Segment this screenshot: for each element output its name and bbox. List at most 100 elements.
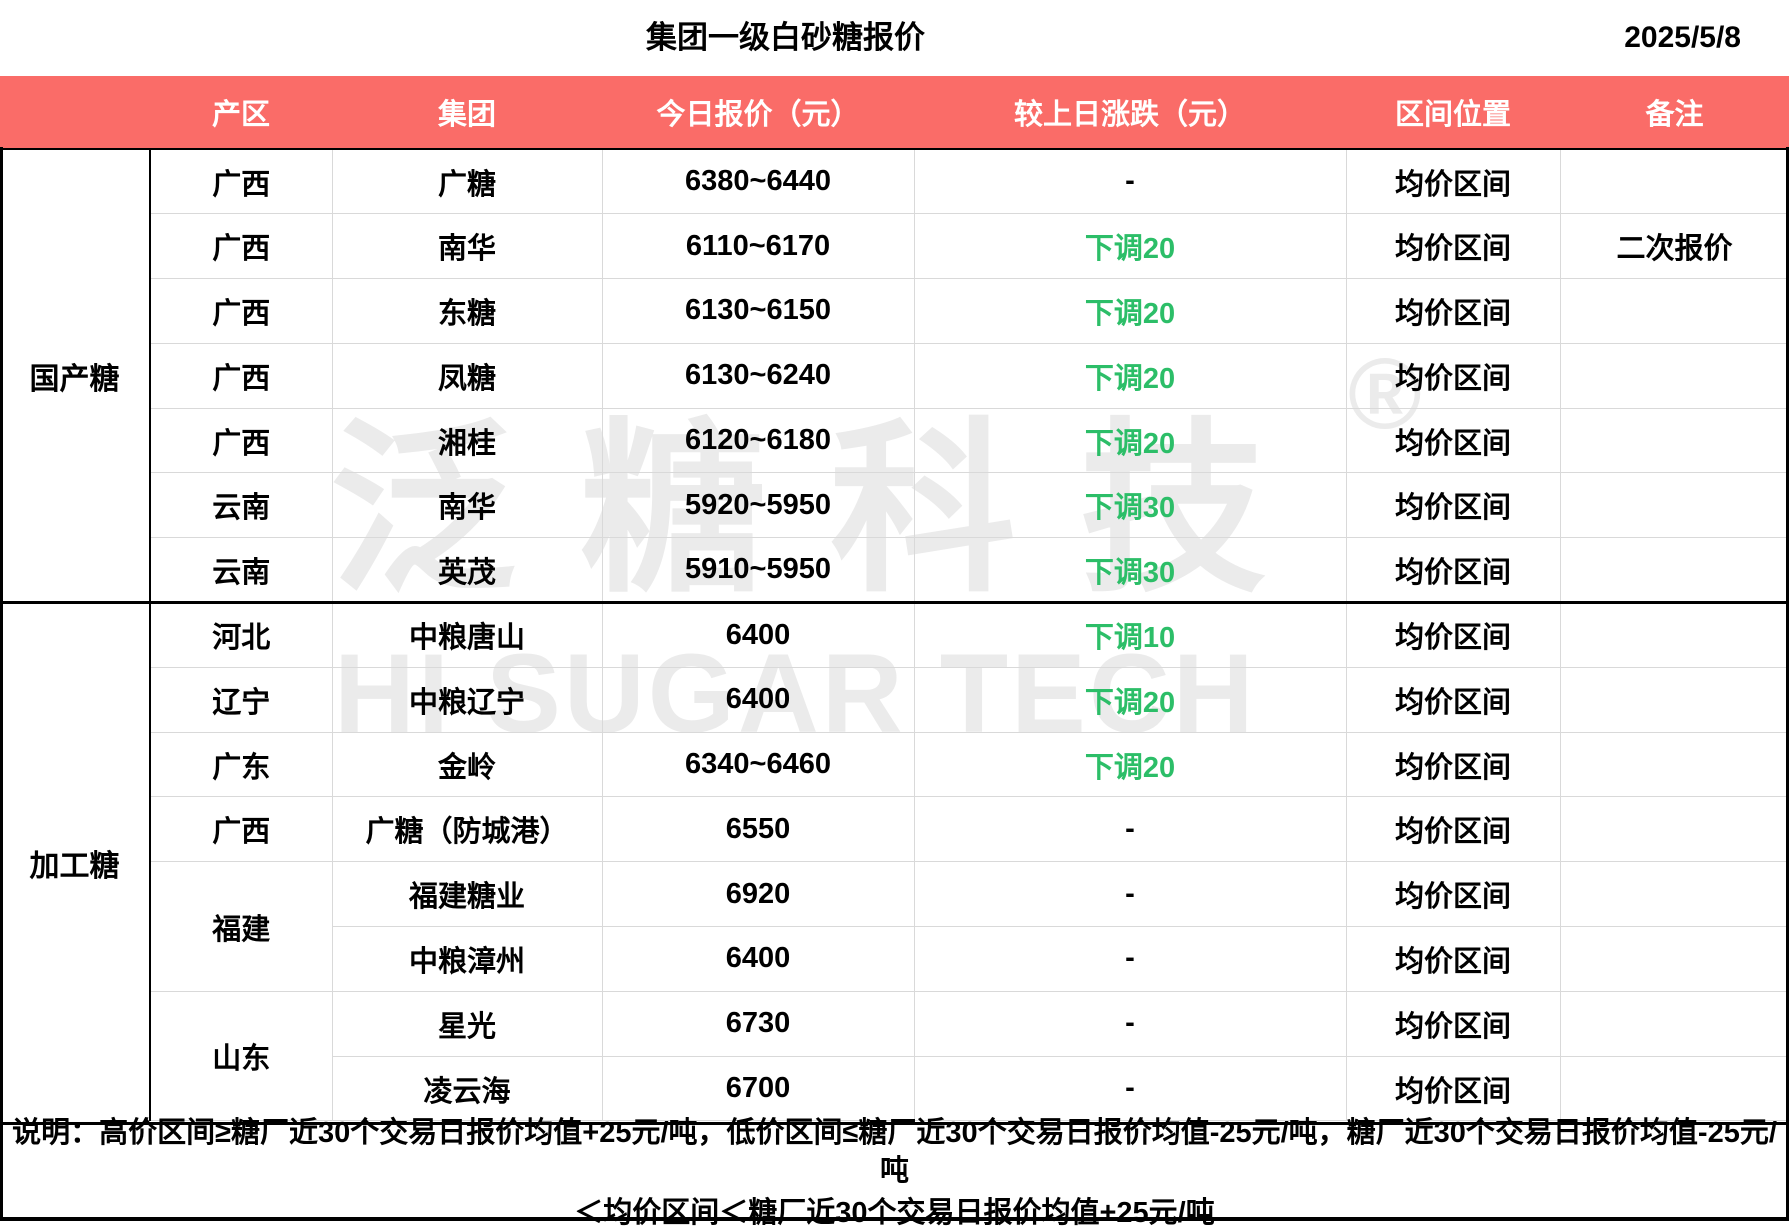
cell-note <box>1559 148 1789 215</box>
cell-note <box>1559 926 1789 992</box>
cell-region: 福建 <box>149 861 333 992</box>
cell-price: 6400 <box>601 666 915 733</box>
cell-price: 6400 <box>601 926 915 992</box>
cell-change: 下调20 <box>913 213 1347 280</box>
table-row: 福建 福建糖业 6920 - 均价区间 <box>0 861 1789 992</box>
cell-region: 广西 <box>149 342 333 409</box>
table-row: 广西 广糖（防城港） 6550 - 均价区间 <box>0 796 1789 863</box>
cell-position: 均价区间 <box>1345 990 1561 1057</box>
cell-position: 均价区间 <box>1345 407 1561 474</box>
column-header-region: 产区 <box>150 76 332 150</box>
cell-group: 福建糖业 <box>331 861 603 928</box>
cell-change: - <box>913 1055 1347 1122</box>
cell-group: 星光 <box>331 990 603 1057</box>
cell-region: 河北 <box>149 601 333 668</box>
cell-change: - <box>913 926 1347 992</box>
footnote-line: 说明：高价区间≥糖厂近30个交易日报价均值+25元/吨，低价区间≤糖厂近30个交… <box>12 1117 1777 1187</box>
header-row: 产区 集团 今日报价（元） 较上日涨跌（元） 区间位置 备注 <box>0 76 1789 150</box>
cell-note <box>1559 666 1789 733</box>
table-row: 中粮漳州 6400 - 均价区间 <box>0 926 1789 992</box>
cell-position: 均价区间 <box>1345 926 1561 992</box>
cell-group: 中粮漳州 <box>331 926 603 992</box>
cell-change: 下调10 <box>913 601 1347 668</box>
cell-price: 6130~6150 <box>601 278 915 344</box>
cell-price: 6380~6440 <box>601 148 915 215</box>
cell-position: 均价区间 <box>1345 731 1561 798</box>
cell-change: 下调20 <box>913 407 1347 474</box>
cell-position: 均价区间 <box>1345 342 1561 409</box>
cell-region: 云南 <box>149 537 333 604</box>
title-bar: 集团一级白砂糖报价 2025/5/8 <box>0 0 1789 76</box>
column-header-position: 区间位置 <box>1346 76 1560 150</box>
cell-change: 下调20 <box>913 342 1347 409</box>
cell-price: 6130~6240 <box>601 342 915 409</box>
table-row: 广西 凤糖 6130~6240 下调20 均价区间 <box>0 342 1789 409</box>
table-row: 辽宁 中粮辽宁 6400 下调20 均价区间 <box>0 666 1789 733</box>
cell-group: 金岭 <box>331 731 603 798</box>
cell-change: 下调30 <box>913 537 1347 604</box>
group-label-processed: 加工糖 <box>0 601 151 1121</box>
cell-price: 6340~6460 <box>601 731 915 798</box>
cell-position: 均价区间 <box>1345 861 1561 928</box>
cell-position: 均价区间 <box>1345 148 1561 215</box>
cell-change: - <box>913 148 1347 215</box>
column-header-group: 集团 <box>332 76 602 150</box>
cell-price: 6400 <box>601 601 915 668</box>
cell-group: 湘桂 <box>331 407 603 474</box>
cell-price: 5920~5950 <box>601 472 915 539</box>
cell-group: 南华 <box>331 472 603 539</box>
table-row: 国产糖 广西 广糖 6380~6440 - 均价区间 <box>0 148 1789 603</box>
cell-change: 下调20 <box>913 666 1347 733</box>
cell-group: 东糖 <box>331 278 603 344</box>
table-row: 广西 东糖 6130~6150 下调20 均价区间 <box>0 278 1789 344</box>
table-row: 广东 金岭 6340~6460 下调20 均价区间 <box>0 731 1789 798</box>
cell-price: 6730 <box>601 990 915 1057</box>
cell-change: 下调20 <box>913 278 1347 344</box>
cell-region: 广西 <box>149 213 333 280</box>
cell-note <box>1559 472 1789 539</box>
cell-region: 广西 <box>149 148 333 215</box>
cell-region: 云南 <box>149 472 333 539</box>
cell-note <box>1559 342 1789 409</box>
table-row: 云南 南华 5920~5950 下调30 均价区间 <box>0 472 1789 539</box>
group-label-domestic: 国产糖 <box>0 149 151 603</box>
cell-note <box>1559 861 1789 928</box>
column-header-category <box>0 76 150 150</box>
cell-change: 下调20 <box>913 731 1347 798</box>
cell-group: 中粮辽宁 <box>331 666 603 733</box>
cell-position: 均价区间 <box>1345 537 1561 604</box>
cell-note <box>1559 990 1789 1057</box>
cell-position: 均价区间 <box>1345 278 1561 344</box>
column-header-price: 今日报价（元） <box>602 76 914 150</box>
cell-group: 广糖 <box>331 148 603 215</box>
cell-group: 广糖（防城港） <box>331 796 603 863</box>
table-row: 山东 星光 6730 - 均价区间 <box>0 990 1789 1122</box>
report-date: 2025/5/8 <box>1624 21 1741 54</box>
table-row: 凌云海 6700 - 均价区间 <box>0 1055 1789 1122</box>
table-row: 广西 湘桂 6120~6180 下调20 均价区间 <box>0 407 1789 474</box>
price-table: 产区 集团 今日报价（元） 较上日涨跌（元） 区间位置 备注 国产糖 广西 广糖… <box>0 76 1789 1122</box>
cell-change: - <box>913 861 1347 928</box>
column-header-note: 备注 <box>1560 76 1789 150</box>
table-border-left <box>0 147 3 1221</box>
cell-position: 均价区间 <box>1345 472 1561 539</box>
cell-price: 5910~5950 <box>601 537 915 604</box>
cell-position: 均价区间 <box>1345 666 1561 733</box>
cell-note <box>1559 278 1789 344</box>
cell-note <box>1559 407 1789 474</box>
table-row: 云南 英茂 5910~5950 下调30 均价区间 <box>0 537 1789 604</box>
cell-note <box>1559 601 1789 668</box>
cell-region: 广东 <box>149 731 333 798</box>
page-title: 集团一级白砂糖报价 <box>646 20 925 55</box>
cell-note <box>1559 537 1789 604</box>
cell-group: 南华 <box>331 213 603 280</box>
cell-change: - <box>913 990 1347 1057</box>
cell-region: 广西 <box>149 278 333 344</box>
cell-note <box>1559 1055 1789 1122</box>
table-row: 广西 南华 6110~6170 下调20 均价区间 二次报价 <box>0 213 1789 280</box>
cell-position: 均价区间 <box>1345 213 1561 280</box>
cell-price: 6120~6180 <box>601 407 915 474</box>
cell-price: 6110~6170 <box>601 213 915 280</box>
footnote-box: 说明：高价区间≥糖厂近30个交易日报价均值+25元/吨，低价区间≤糖厂近30个交… <box>0 1117 1789 1229</box>
cell-position: 均价区间 <box>1345 601 1561 668</box>
